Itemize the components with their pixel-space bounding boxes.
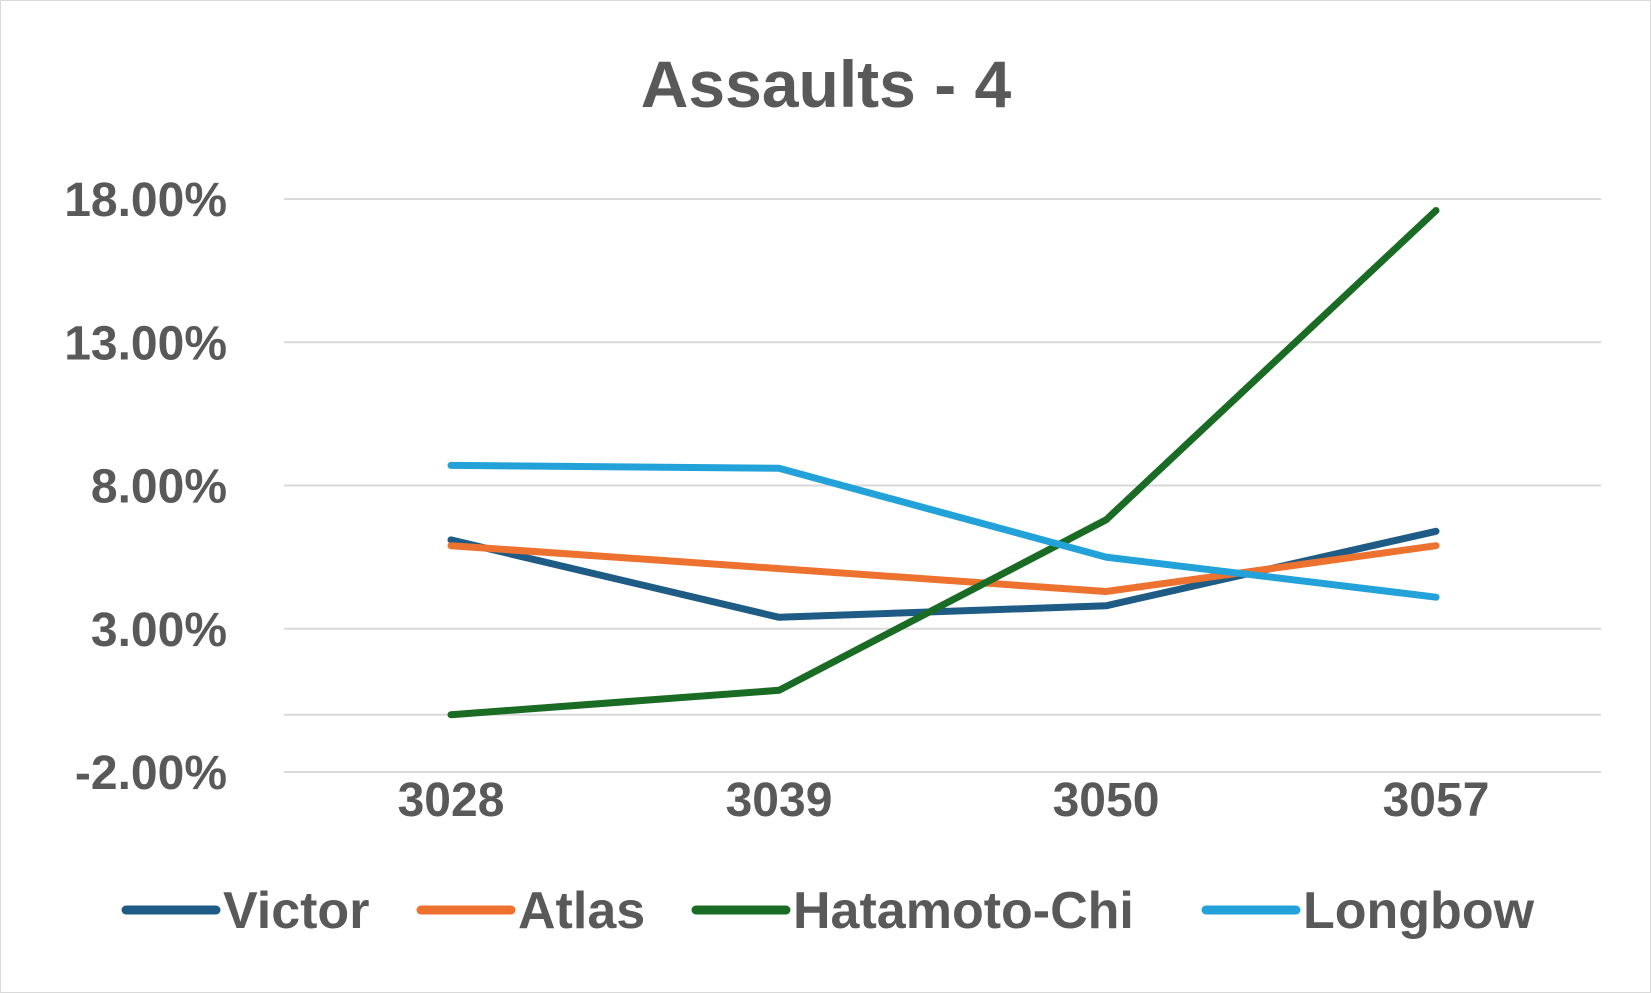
series-line-longbow (447, 461, 1440, 601)
y-tick-label: 13.00% (64, 317, 227, 370)
x-axis: 3028 3039 3050 3057 (398, 774, 1490, 827)
y-axis: -2.00% 3.00% 8.00% 13.00% 18.00% (64, 174, 227, 800)
series-line-hatamoto-chi (447, 207, 1440, 719)
y-tick-label: 18.00% (64, 174, 227, 227)
legend-label-atlas: Atlas (518, 882, 645, 940)
chart-title: Assaults - 4 (641, 47, 1012, 121)
legend-label-victor: Victor (223, 882, 369, 940)
x-tick-label: 3028 (398, 774, 505, 827)
series-lines (447, 207, 1440, 719)
x-tick-label: 3039 (726, 774, 833, 827)
y-tick-label: 8.00% (91, 461, 227, 514)
legend-label-longbow: Longbow (1303, 882, 1535, 940)
legend-label-hatamoto-chi: Hatamoto-Chi (793, 882, 1134, 940)
gridlines (284, 198, 1601, 773)
series-line-atlas (447, 542, 1440, 595)
y-tick-label: 3.00% (91, 604, 227, 657)
x-tick-label: 3057 (1383, 774, 1490, 827)
legend: Victor Atlas Hatamoto-Chi Longbow (121, 882, 1535, 940)
x-tick-label: 3050 (1053, 774, 1160, 827)
y-tick-label: -2.00% (75, 747, 227, 800)
